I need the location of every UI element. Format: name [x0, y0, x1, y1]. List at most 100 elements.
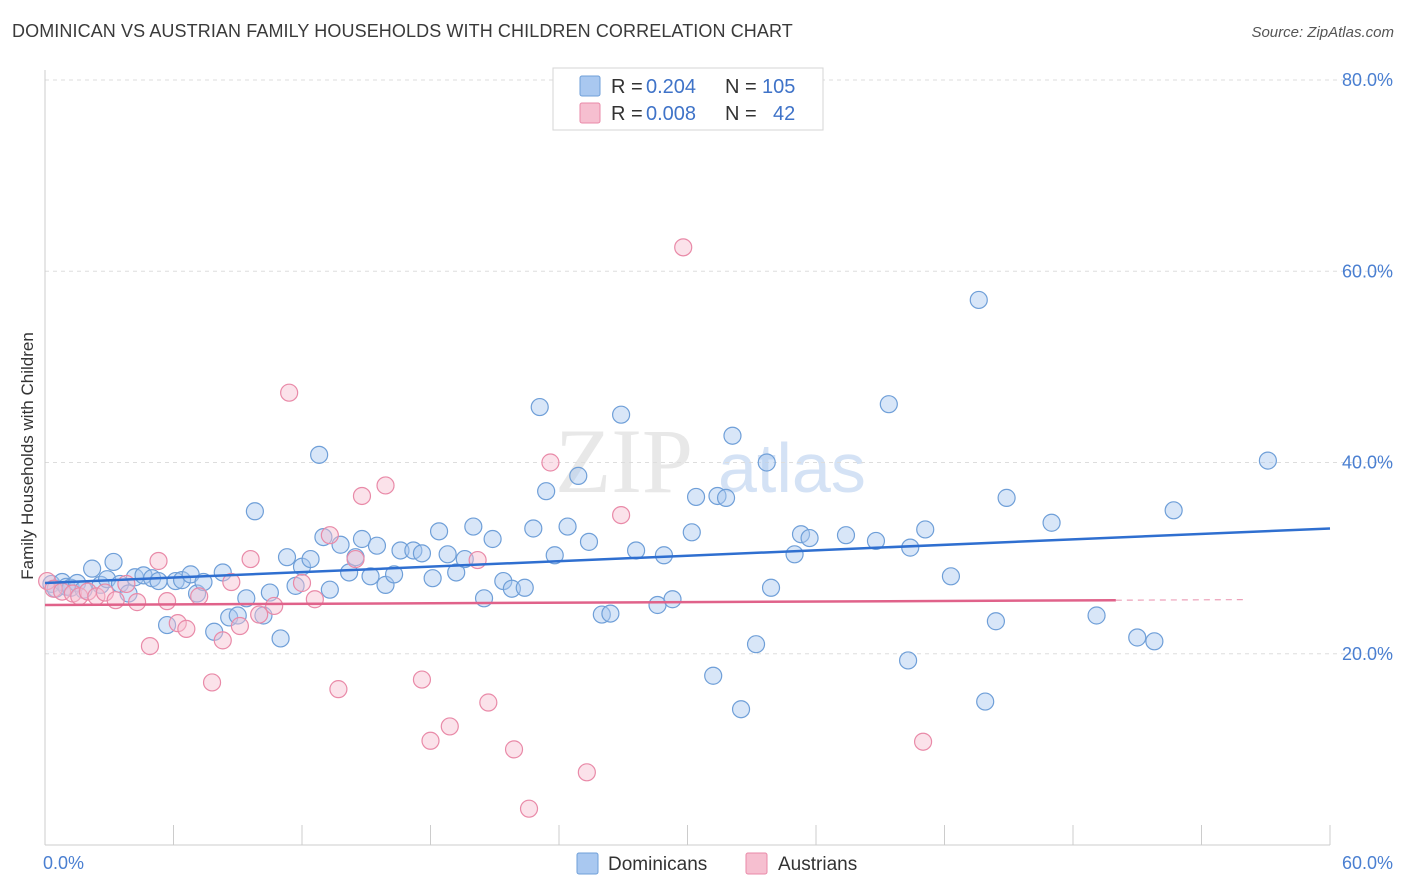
- austrians-point: [346, 549, 365, 569]
- source-credit: Source: ZipAtlas.com: [1251, 24, 1394, 41]
- dominicans-point: [704, 666, 723, 685]
- dominicans-point: [686, 487, 706, 507]
- dominicans-point: [746, 635, 766, 654]
- dominicans-point: [314, 527, 333, 547]
- x-tick-label-0: 0.0%: [43, 853, 84, 873]
- austrians-point: [504, 740, 524, 759]
- dominicans-point: [785, 545, 804, 564]
- austrians-point: [305, 590, 324, 609]
- dominicans-point: [352, 529, 372, 549]
- austrians-point: [376, 476, 395, 495]
- n-value-dominicans: 105: [762, 76, 795, 98]
- dominicans-point: [320, 580, 339, 599]
- series-legend: Dominicans Austrians: [576, 852, 857, 875]
- austrians-swatch: [579, 102, 601, 124]
- austrians-point: [157, 592, 177, 611]
- austrians-trend-line: [44, 598, 1116, 607]
- dominicans-point: [579, 532, 599, 551]
- austrians-point: [612, 505, 631, 525]
- dominicans-point: [260, 583, 279, 602]
- dominicans-point: [455, 549, 474, 569]
- x-tick-label-60: 60.0%: [1342, 853, 1393, 873]
- austrians-point: [250, 605, 269, 624]
- austrians-point: [519, 799, 539, 818]
- gridlines: [45, 79, 1392, 655]
- dominicans-point: [986, 612, 1006, 631]
- dominicans-point: [104, 552, 123, 572]
- dominicans-point: [1042, 513, 1061, 532]
- y-tick-label-60: 60.0%: [1342, 261, 1393, 281]
- legend-austrians-swatch: [745, 852, 768, 875]
- austrians-point: [292, 573, 312, 593]
- dominicans-point: [438, 545, 457, 564]
- dominicans-point: [187, 584, 207, 603]
- dominicans-point: [483, 529, 502, 549]
- austrians-point: [202, 673, 222, 692]
- n-label-austrians: N =: [725, 103, 757, 125]
- r-value-dominicans: 0.204: [646, 76, 696, 98]
- trend-lines: [44, 527, 1331, 607]
- dominicans-point: [530, 397, 549, 417]
- dominicans-point: [612, 405, 631, 424]
- dominicans-point: [723, 426, 742, 445]
- dominicans-point: [237, 589, 256, 608]
- austrians-point: [440, 717, 459, 736]
- dominicans-point: [277, 548, 297, 567]
- dominicans-point: [1145, 632, 1164, 651]
- dominicans-point: [537, 482, 556, 501]
- dominicans-point: [836, 526, 856, 545]
- dominicans-point: [716, 488, 736, 507]
- watermark-atlas: atlas: [718, 429, 866, 507]
- dominicans-point: [1087, 606, 1106, 625]
- austrians-point: [117, 574, 136, 594]
- austrians-point: [280, 383, 299, 402]
- dominicans-point: [916, 520, 935, 539]
- dominicans-trend-line: [44, 527, 1331, 585]
- y-tick-label-80: 80.0%: [1342, 70, 1393, 90]
- dominicans-point: [976, 692, 995, 711]
- austrians-point: [213, 631, 232, 650]
- dominicans-point: [1258, 451, 1277, 470]
- dominicans-point: [997, 488, 1016, 507]
- tick-labels: 20.0% 40.0% 60.0% 80.0% 0.0% 60.0%: [43, 70, 1393, 873]
- dominicans-point: [879, 395, 898, 414]
- dominicans-point: [361, 567, 380, 586]
- austrians-point: [190, 587, 209, 606]
- austrians-point: [329, 680, 348, 699]
- austrians-point: [106, 591, 125, 610]
- austrians-point: [241, 549, 260, 569]
- dominicans-point: [898, 651, 918, 670]
- austrians-point: [230, 616, 249, 636]
- dominicans-point: [545, 546, 564, 565]
- dominicans-point: [731, 700, 751, 719]
- dominicans-point: [1164, 501, 1183, 520]
- austrians-point: [913, 732, 933, 751]
- austrians-point: [421, 731, 440, 750]
- dominicans-point: [569, 466, 588, 485]
- dominicans-point: [301, 549, 320, 569]
- chart-title: DOMINICAN VS AUSTRIAN FAMILY HOUSEHOLDS …: [12, 21, 793, 41]
- dominicans-point: [384, 565, 404, 584]
- dominicans-point: [194, 572, 213, 592]
- austrians-point: [140, 636, 160, 656]
- stats-legend: R = 0.204 N = 105 R = 0.008 N = 42: [552, 67, 824, 131]
- legend-dominicans-label: Dominicans: [608, 854, 707, 875]
- dominicans-point: [447, 563, 466, 582]
- dominicans-point: [464, 517, 483, 536]
- watermark-zip: ZIP: [555, 410, 693, 512]
- r-label-dominicans: R =: [611, 76, 643, 98]
- dominicans-point: [429, 522, 449, 541]
- dominicans-point: [515, 578, 534, 597]
- legend-austrians-label: Austrians: [778, 854, 857, 875]
- dominicans-point: [412, 544, 432, 563]
- dominicans-point: [271, 629, 290, 648]
- axes: [44, 70, 1331, 846]
- dominicans-point: [663, 590, 682, 609]
- dominicans-point: [524, 519, 543, 538]
- austrians-point: [127, 593, 147, 612]
- dominicans-point: [682, 523, 701, 542]
- austrians-point: [479, 693, 498, 712]
- dominicans-point: [367, 536, 387, 555]
- dominicans-point: [149, 571, 168, 591]
